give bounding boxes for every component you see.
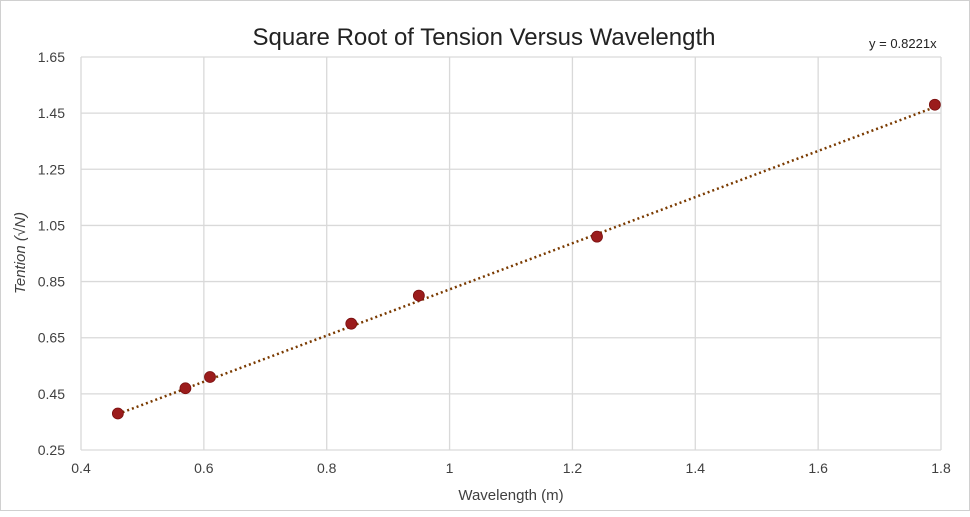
data-points [111,98,941,420]
x-tick-label: 1.8 [931,460,951,476]
y-tick-label: 1.65 [38,49,65,65]
data-point [591,230,603,243]
data-point [111,407,124,420]
y-tick-labels: 0.25 0.45 0.65 0.85 1.05 1.25 1.45 1.65 [38,49,65,458]
y-tick-label: 0.45 [38,386,65,402]
x-tick-labels: 0.4 0.6 0.8 1 1.2 1.4 1.6 1.8 [71,460,951,476]
x-tick-label: 1 [446,460,454,476]
trendline-equation: y = 0.8221x [869,36,937,51]
trendline [117,105,936,416]
y-tick-label: 1.05 [38,217,65,233]
data-point [179,382,192,395]
data-point [204,371,216,383]
y-tick-label: 1.25 [38,161,65,177]
y-tick-label: 0.85 [38,274,65,290]
x-axis-label: Wavelength (m) [458,487,563,504]
y-tick-label: 1.45 [38,105,65,121]
trendline-group [117,105,936,416]
y-axis-label: Tention (√N) [12,212,29,294]
gridlines [80,56,942,451]
x-tick-label: 0.8 [317,460,337,476]
x-tick-label: 1.2 [563,460,583,476]
chart-title: Square Root of Tension Versus Wavelength [253,24,716,51]
y-tick-label: 0.25 [38,442,65,458]
x-tick-label: 1.6 [808,460,828,476]
x-tick-label: 0.4 [71,460,91,476]
x-tick-label: 0.6 [194,460,214,476]
data-point [345,317,358,330]
data-point [928,98,941,111]
x-tick-label: 1.4 [686,460,706,476]
data-point [412,289,425,302]
y-tick-label: 0.65 [38,330,65,346]
